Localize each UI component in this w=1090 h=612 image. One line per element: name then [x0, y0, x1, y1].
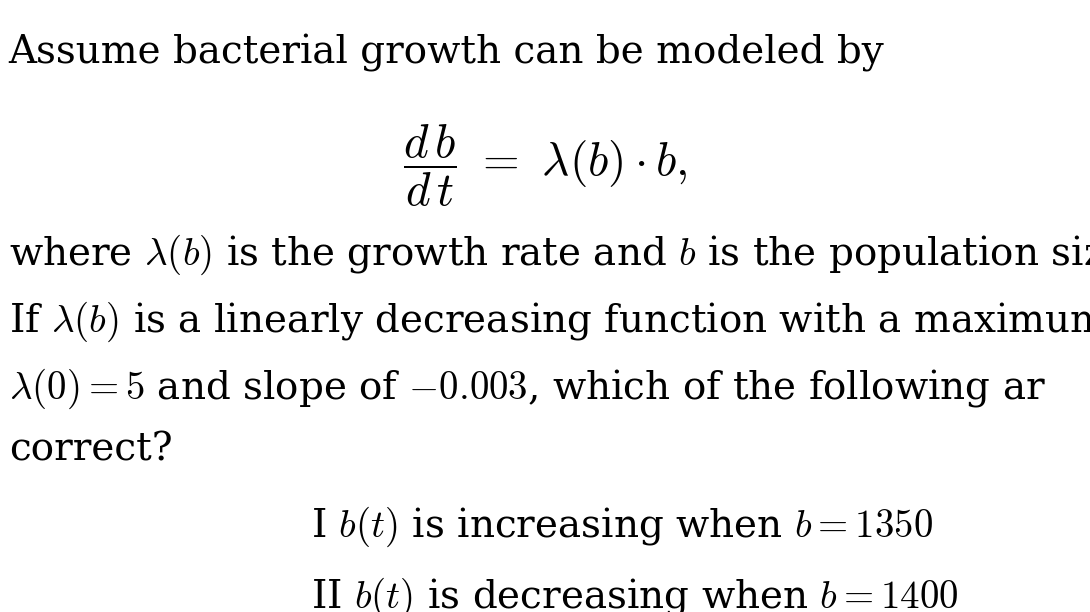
Text: Assume bacterial growth can be modeled by: Assume bacterial growth can be modeled b… — [9, 34, 884, 72]
Text: correct?: correct? — [9, 431, 172, 468]
Text: $\dfrac{d\, b}{d\, t} \ = \ \lambda(b) \cdot b,$: $\dfrac{d\, b}{d\, t} \ = \ \lambda(b) \… — [402, 122, 688, 209]
Text: II $b(t)$ is decreasing when $b = 1400$: II $b(t)$ is decreasing when $b = 1400$ — [311, 575, 958, 612]
Text: I $b(t)$ is increasing when $b = 1350$: I $b(t)$ is increasing when $b = 1350$ — [311, 505, 933, 549]
Text: $\lambda(0) = 5$ and slope of $-0.003$, which of the following ar: $\lambda(0) = 5$ and slope of $-0.003$, … — [9, 367, 1045, 411]
Text: where $\lambda(b)$ is the growth rate and $b$ is the population size: where $\lambda(b)$ is the growth rate an… — [9, 233, 1090, 277]
Text: If $\lambda(b)$ is a linearly decreasing function with a maximum: If $\lambda(b)$ is a linearly decreasing… — [9, 300, 1090, 344]
